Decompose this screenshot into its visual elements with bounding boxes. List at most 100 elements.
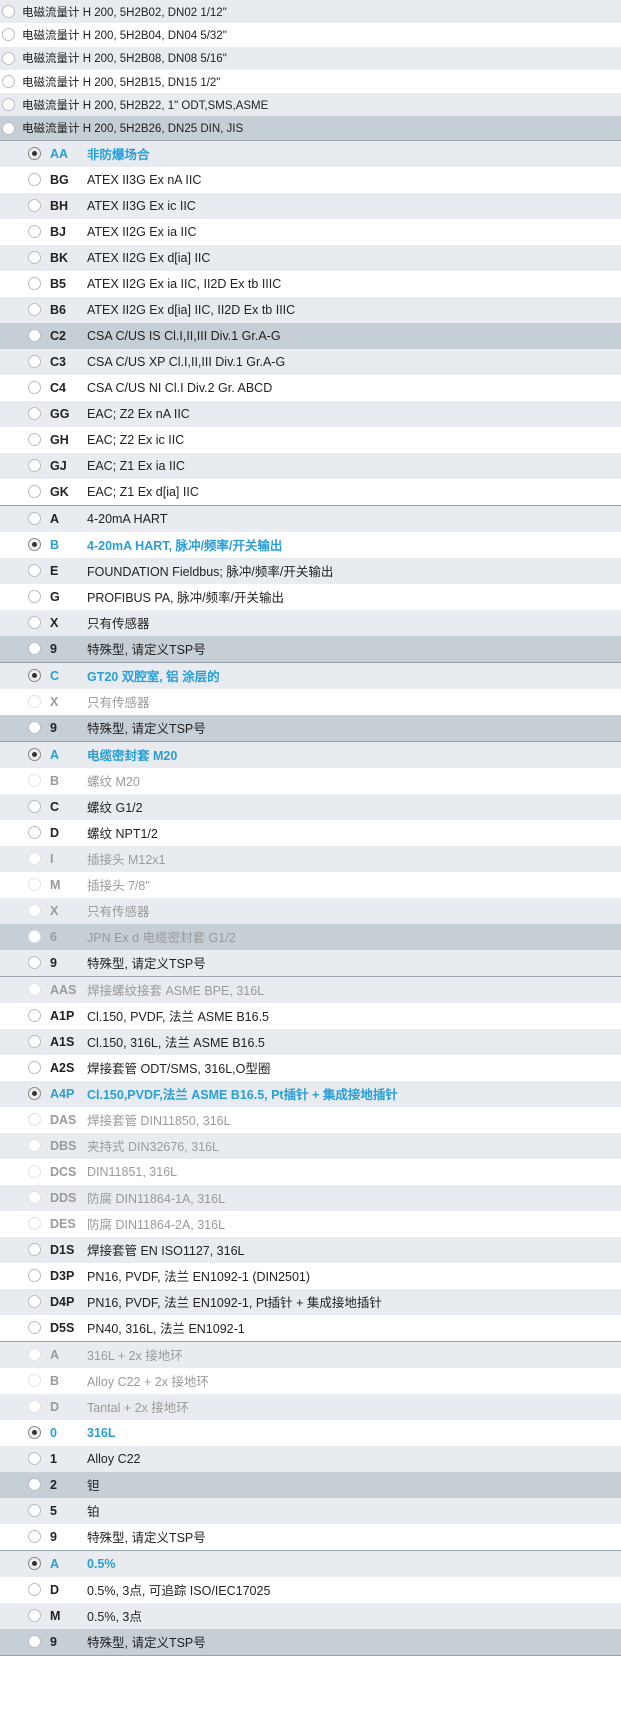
radio-button[interactable] xyxy=(28,616,41,630)
radio-button[interactable] xyxy=(28,1295,41,1309)
radio-button[interactable] xyxy=(28,1269,41,1283)
radio-button[interactable] xyxy=(2,51,15,65)
option-row[interactable]: C3 CSA C/US XP Cl.I,II,III Div.1 Gr.A-G xyxy=(0,348,621,375)
radio-button[interactable] xyxy=(2,28,15,42)
option-row[interactable]: B6 ATEX II2G Ex d[ia] IIC, II2D Ex tb III… xyxy=(0,296,621,323)
option-row[interactable]: M 0.5%, 3点 xyxy=(0,1602,621,1629)
radio-button[interactable] xyxy=(28,1321,41,1335)
product-option[interactable]: 电磁流量计 H 200, 5H2B04, DN04 5/32" xyxy=(0,23,621,47)
option-row[interactable]: A1P Cl.150, PVDF, 法兰 ASME B16.5 xyxy=(0,1002,621,1029)
product-option[interactable]: 电磁流量计 H 200, 5H2B02, DN02 1/12" xyxy=(0,0,621,24)
radio-button[interactable] xyxy=(28,512,41,526)
radio-button[interactable] xyxy=(2,121,15,135)
radio-button[interactable] xyxy=(28,826,41,840)
radio-button-selected[interactable] xyxy=(28,669,41,683)
option-row[interactable]: BG ATEX II3G Ex nA IIC xyxy=(0,166,621,193)
option-row[interactable]: C4 CSA C/US NI Cl.I Div.2 Gr. ABCD xyxy=(0,374,621,401)
option-row[interactable]: D 螺纹 NPT1/2 xyxy=(0,819,621,846)
radio-button[interactable] xyxy=(28,407,41,421)
option-row[interactable]: GK EAC; Z1 Ex d[ia] IIC xyxy=(0,478,621,505)
option-row[interactable]: A2S 焊接套管 ODT/SMS, 316L,O型圈 xyxy=(0,1054,621,1081)
radio-button[interactable] xyxy=(28,642,41,656)
radio-button-selected[interactable] xyxy=(28,748,41,762)
radio-button[interactable] xyxy=(28,590,41,604)
option-row[interactable]: E FOUNDATION Fieldbus; 脉冲/频率/开关输出 xyxy=(0,557,621,584)
option-row[interactable]: X 只有传感器 xyxy=(0,609,621,636)
radio-button[interactable] xyxy=(28,1061,41,1075)
radio-button[interactable] xyxy=(28,459,41,473)
option-code: A1P xyxy=(50,1008,75,1023)
radio-button-selected[interactable] xyxy=(28,538,41,552)
product-option[interactable]: 电磁流量计 H 200, 5H2B22, 1" ODT,SMS,ASME xyxy=(0,93,621,117)
product-option[interactable]: 电磁流量计 H 200, 5H2B08, DN08 5/16" xyxy=(0,46,621,70)
radio-button-selected[interactable] xyxy=(28,147,41,161)
option-row[interactable]: AA 非防爆场合 xyxy=(0,140,621,167)
option-row[interactable]: BK ATEX II2G Ex d[ia] IIC xyxy=(0,244,621,271)
radio-button[interactable] xyxy=(28,1243,41,1257)
radio-button-selected[interactable] xyxy=(28,1426,41,1440)
option-row[interactable]: 9 特殊型, 请定义TSP号 xyxy=(0,635,621,662)
radio-button[interactable] xyxy=(28,1009,41,1023)
radio-button[interactable] xyxy=(28,381,41,395)
radio-button-selected[interactable] xyxy=(28,1087,41,1101)
radio-button[interactable] xyxy=(28,1035,41,1049)
option-row[interactable]: A4P Cl.150,PVDF,法兰 ASME B16.5, Pt插针 + 集成接… xyxy=(0,1080,621,1107)
option-row[interactable]: D3P PN16, PVDF, 法兰 EN1092-1 (DIN2501) xyxy=(0,1262,621,1289)
radio-button[interactable] xyxy=(28,355,41,369)
radio-button[interactable] xyxy=(28,433,41,447)
option-row[interactable]: 1 Alloy C22 xyxy=(0,1445,621,1472)
radio-button[interactable] xyxy=(28,1609,41,1623)
option-row[interactable]: A 0.5% xyxy=(0,1550,621,1577)
radio-button[interactable] xyxy=(28,1530,41,1544)
option-row[interactable]: GJ EAC; Z1 Ex ia IIC xyxy=(0,452,621,479)
option-row[interactable]: 9 特殊型, 请定义TSP号 xyxy=(0,1523,621,1550)
option-row[interactable]: A1S Cl.150, 316L, 法兰 ASME B16.5 xyxy=(0,1028,621,1055)
radio-button[interactable] xyxy=(28,485,41,499)
option-row[interactable]: C 螺纹 G1/2 xyxy=(0,793,621,820)
radio-button[interactable] xyxy=(28,303,41,317)
product-option[interactable]: 电磁流量计 H 200, 5H2B15, DN15 1/2" xyxy=(0,69,621,94)
radio-button[interactable] xyxy=(28,800,41,814)
option-row[interactable]: 0 316L xyxy=(0,1419,621,1446)
radio-button[interactable] xyxy=(28,721,41,735)
option-row[interactable]: 9 特殊型, 请定义TSP号 xyxy=(0,714,621,741)
radio-button[interactable] xyxy=(2,75,15,89)
option-row[interactable]: D1S 焊接套管 EN ISO1127, 316L xyxy=(0,1236,621,1263)
option-row[interactable]: D5S PN40, 316L, 法兰 EN1092-1 xyxy=(0,1314,621,1341)
radio-button[interactable] xyxy=(28,277,41,291)
option-row[interactable]: G PROFIBUS PA, 脉冲/频率/开关输出 xyxy=(0,583,621,610)
product-option[interactable]: 电磁流量计 H 200, 5H2B26, DN25 DIN, JIS xyxy=(0,116,621,140)
radio-button[interactable] xyxy=(28,173,41,187)
option-row[interactable]: 9 特殊型, 请定义TSP号 xyxy=(0,1628,621,1655)
radio-button[interactable] xyxy=(28,329,41,343)
radio-button[interactable] xyxy=(28,1635,41,1649)
radio-button[interactable] xyxy=(28,251,41,265)
radio-button-selected[interactable] xyxy=(28,1557,41,1571)
option-row[interactable]: A 4-20mA HART xyxy=(0,505,621,532)
radio-button[interactable] xyxy=(28,1452,41,1466)
option-row[interactable]: D 0.5%, 3点, 可追踪 ISO/IEC17025 xyxy=(0,1576,621,1603)
radio-button[interactable] xyxy=(28,1583,41,1597)
option-row[interactable]: BJ ATEX II2G Ex ia IIC xyxy=(0,218,621,245)
radio-button[interactable] xyxy=(28,564,41,578)
radio-button[interactable] xyxy=(28,199,41,213)
option-row[interactable]: C2 CSA C/US IS Cl.I,II,III Div.1 Gr.A-G xyxy=(0,322,621,349)
radio-button[interactable] xyxy=(28,956,41,970)
radio-button[interactable] xyxy=(28,225,41,239)
option-row[interactable]: D4P PN16, PVDF, 法兰 EN1092-1, Pt插针 + 集成接地插… xyxy=(0,1288,621,1315)
option-row[interactable]: B 4-20mA HART, 脉冲/频率/开关输出 xyxy=(0,531,621,558)
radio-button[interactable] xyxy=(28,1478,41,1492)
option-row[interactable]: GG EAC; Z2 Ex nA IIC xyxy=(0,400,621,427)
radio-button[interactable] xyxy=(28,1504,41,1518)
option-row[interactable]: C GT20 双腔室, 铝 涂层的 xyxy=(0,662,621,689)
option-row[interactable]: 9 特殊型, 请定义TSP号 xyxy=(0,949,621,976)
option-row[interactable]: BH ATEX II3G Ex ic IIC xyxy=(0,192,621,219)
option-row[interactable]: GH EAC; Z2 Ex ic IIC xyxy=(0,426,621,453)
option-label: 只有传感器 xyxy=(87,617,150,632)
option-row[interactable]: A 电缆密封套 M20 xyxy=(0,741,621,768)
radio-button[interactable] xyxy=(2,98,15,112)
option-row[interactable]: B5 ATEX II2G Ex ia IIC, II2D Ex tb IIIC xyxy=(0,270,621,297)
radio-button[interactable] xyxy=(2,5,15,19)
